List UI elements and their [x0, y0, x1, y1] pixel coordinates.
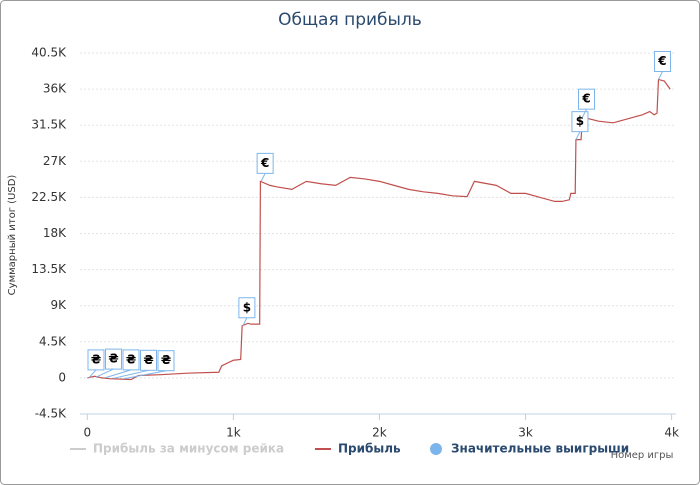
y-axis-label: Суммарный итог (USD)	[7, 175, 18, 296]
y-tick-label: 36K	[43, 82, 67, 96]
flag-box	[105, 348, 122, 370]
x-tick-label: 4k	[664, 426, 679, 440]
flag-label: ₴	[161, 353, 171, 367]
y-tick-label: -4.5K	[35, 407, 67, 421]
flag-stem	[88, 369, 97, 379]
flag: $	[238, 297, 256, 326]
flag: ₴	[95, 348, 122, 378]
flag-label: $	[243, 300, 251, 314]
flag-label: €	[260, 156, 269, 170]
flag-label: €	[657, 54, 666, 68]
y-tick-label: 13.5K	[31, 262, 67, 276]
flag-stem	[242, 317, 248, 326]
flag-label: $	[576, 114, 584, 128]
flag-box	[157, 350, 175, 372]
flag-box	[238, 297, 256, 319]
legend-label[interactable]: Значительные выигрыши	[451, 442, 629, 456]
flag-stem	[260, 173, 266, 182]
flag-label: ₴	[126, 352, 136, 366]
legend-symbol	[430, 443, 442, 455]
flag-box	[256, 152, 274, 174]
x-tick-label: 1k	[226, 426, 241, 440]
chart-title: Общая прибыль	[278, 10, 422, 30]
flag: €	[653, 50, 671, 80]
y-tick-label: 40.5K	[31, 46, 67, 60]
flag: €	[578, 88, 596, 118]
flag-box	[571, 111, 589, 133]
flag: ₴	[123, 350, 175, 380]
flag-label: €	[581, 92, 590, 106]
flag-box	[578, 88, 596, 110]
y-tick-label: 4.5K	[39, 334, 67, 348]
flag-box	[87, 349, 105, 371]
x-tick-label: 0	[83, 426, 91, 440]
legend-label[interactable]: Прибыль	[338, 442, 401, 456]
flag-stem	[582, 108, 587, 118]
flag-stem	[113, 369, 149, 379]
flag-box	[122, 349, 140, 371]
flag-label: ₴	[143, 353, 153, 367]
flag-stem	[104, 369, 132, 379]
y-tick-label: 22.5K	[31, 190, 67, 204]
y-tick-label: 18K	[43, 226, 67, 240]
flag-stem	[123, 370, 167, 380]
flag-box	[140, 349, 157, 371]
flag-label: ₴	[91, 352, 101, 366]
flag-stem	[95, 368, 114, 378]
flag: ₴	[104, 349, 140, 379]
y-tick-label: 27K	[43, 154, 67, 168]
flag: ₴	[113, 349, 157, 379]
legend-label[interactable]: Прибыль за минусом рейка	[93, 442, 284, 456]
y-tick-label: 9K	[50, 298, 67, 312]
flag-label: ₴	[108, 352, 118, 366]
flag: €	[256, 152, 274, 182]
y-tick-label: 31.5K	[31, 118, 67, 132]
flag-box	[653, 50, 671, 72]
flag-stem	[658, 71, 663, 80]
flag: ₴	[87, 349, 105, 379]
flag: $	[571, 111, 589, 140]
x-tick-label: 2k	[372, 426, 387, 440]
profit-line	[87, 78, 671, 381]
x-tick-label: 3k	[518, 426, 533, 440]
flag-stem	[575, 131, 581, 140]
x-axis-label: Номер игры	[611, 450, 674, 461]
y-tick-label: 0	[58, 370, 66, 384]
